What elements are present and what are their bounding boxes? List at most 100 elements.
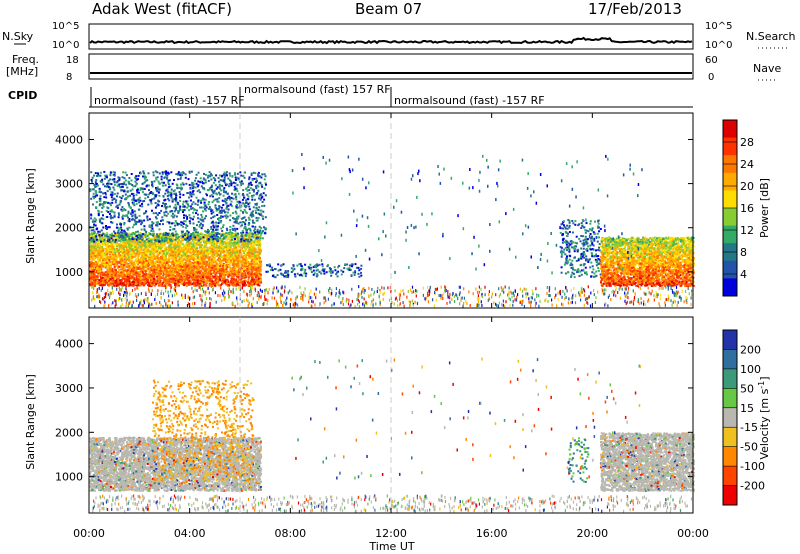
power-pixel	[247, 282, 249, 284]
power-pixel	[259, 246, 261, 248]
power-pixel	[112, 279, 114, 281]
power-pixel	[203, 273, 205, 275]
power-pixel	[239, 270, 241, 272]
nave-tick-top: 60	[705, 55, 718, 66]
power-pixel	[109, 261, 111, 263]
power-pixel	[156, 244, 158, 246]
power-pixel	[195, 245, 197, 247]
power-pixel	[147, 249, 149, 251]
power-pixel	[224, 270, 226, 272]
power-pixel	[227, 275, 229, 277]
power-pixel	[233, 268, 235, 270]
power-pixel	[161, 245, 163, 247]
power-pixel	[175, 266, 177, 268]
power-pixel	[185, 247, 187, 249]
power-pixel	[233, 262, 235, 264]
power-pixel	[193, 244, 195, 246]
power-pixel	[249, 275, 251, 277]
power-pixel	[155, 264, 157, 266]
power-pixel	[202, 285, 204, 287]
power-pixel	[106, 277, 108, 279]
power-pixel	[131, 266, 133, 268]
power-pixel	[153, 282, 155, 284]
power-pixel	[220, 284, 222, 286]
power-pixel	[94, 245, 96, 247]
freq-tick-bottom: 8	[66, 72, 72, 83]
power-pixel	[223, 250, 225, 252]
power-pixel	[145, 270, 147, 272]
power-pixel	[99, 238, 101, 240]
power-pixel	[227, 238, 229, 240]
power-pixel	[99, 243, 101, 245]
power-pixel	[151, 266, 153, 268]
power-pixel	[214, 285, 216, 287]
power-pixel	[210, 282, 212, 284]
power-pixel	[102, 256, 104, 258]
power-pixel	[226, 249, 228, 251]
power-pixel	[157, 280, 159, 282]
power-pixel	[90, 233, 92, 235]
power-pixel	[175, 257, 177, 259]
power-pixel	[168, 284, 170, 286]
power-pixel	[153, 276, 155, 278]
power-pixel	[248, 277, 250, 279]
power-pixel	[209, 285, 211, 287]
power-pixel	[164, 281, 166, 283]
power-pixel	[216, 283, 218, 285]
power-pixel	[153, 269, 155, 271]
power-pixel	[166, 268, 168, 270]
power-pixel	[157, 257, 159, 259]
power-pixel	[187, 272, 189, 274]
power-pixel	[239, 250, 241, 252]
power-pixel	[233, 245, 235, 247]
power-pixel	[225, 243, 227, 245]
power-pixel	[243, 275, 245, 277]
power-pixel	[120, 272, 122, 274]
power-pixel	[115, 255, 117, 257]
power-pixel	[104, 276, 106, 278]
power-pixel	[195, 273, 197, 275]
power-pixel	[191, 280, 193, 282]
nsky-trace	[90, 38, 692, 43]
power-pixel	[215, 254, 217, 256]
power-pixel	[225, 284, 227, 286]
power-pixel	[186, 284, 188, 286]
power-pixel	[157, 254, 159, 256]
power-pixel	[256, 244, 258, 246]
power-pixel	[199, 246, 201, 248]
power-pixel	[119, 251, 121, 253]
power-pixel	[184, 273, 186, 275]
power-pixel	[214, 283, 216, 285]
power-pixel	[188, 277, 190, 279]
cpid-segment-1: normalsound (fast) -157 RF	[94, 94, 245, 107]
power-pixel	[137, 268, 139, 270]
power-pixel	[93, 243, 95, 245]
power-pixel	[123, 278, 125, 280]
power-pixel	[200, 252, 202, 254]
power-pixel	[159, 277, 161, 279]
power-pixel	[211, 246, 213, 248]
power-pixel	[160, 280, 162, 282]
power-pixel	[170, 246, 172, 248]
freq-unit: [MHz]	[6, 65, 38, 78]
power-pixel	[146, 276, 148, 278]
power-pixel	[225, 261, 227, 263]
power-pixel	[183, 256, 185, 258]
power-pixel	[204, 267, 206, 269]
power-pixel	[214, 258, 216, 260]
power-pixel	[255, 277, 257, 279]
power-pixel	[163, 277, 165, 279]
power-pixel	[166, 253, 168, 255]
power-pixel	[107, 244, 109, 246]
power-pixel	[233, 285, 235, 287]
power-pixel	[125, 274, 127, 276]
power-pixel	[140, 264, 142, 266]
power-pixel	[148, 261, 150, 263]
power-pixel	[89, 261, 91, 263]
power-pixel	[235, 232, 237, 234]
power-pixel	[94, 285, 96, 287]
power-pixel	[192, 257, 194, 259]
power-pixel	[157, 278, 159, 280]
power-pixel	[260, 271, 262, 273]
power-pixel	[111, 272, 113, 274]
